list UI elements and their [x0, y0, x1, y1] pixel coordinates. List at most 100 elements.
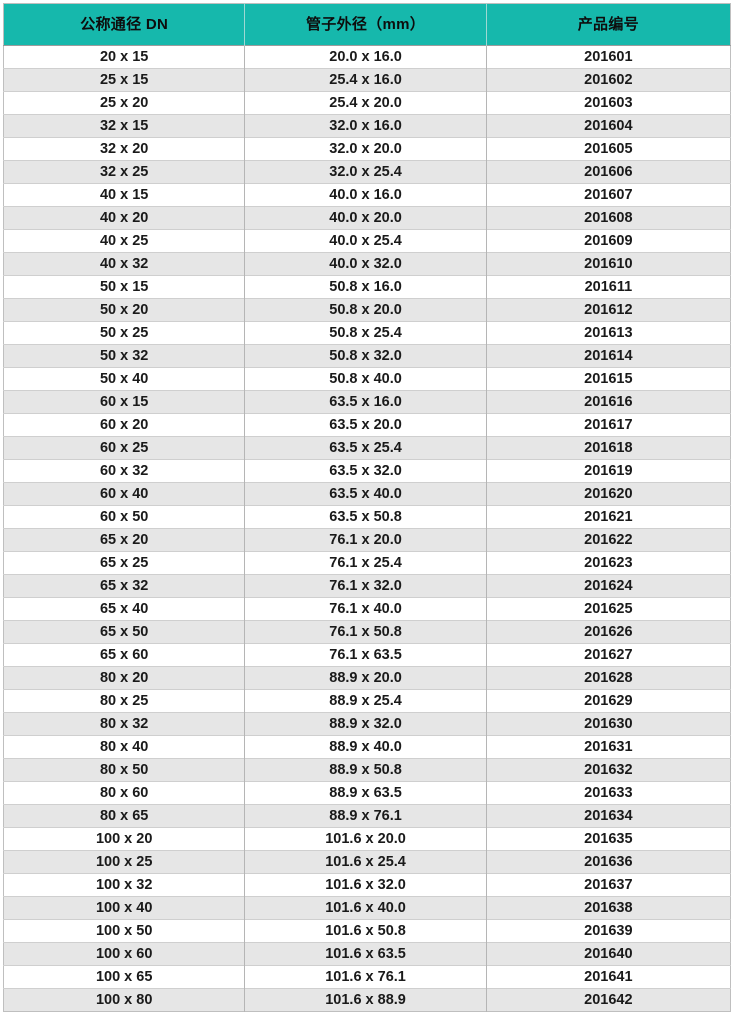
- table-row: 100 x 50 101.6 x 50.8 201639: [3, 919, 731, 943]
- cell-outer-diameter: 32.0 x 16.0: [244, 114, 487, 138]
- cell-product-code: 201625: [486, 597, 731, 621]
- cell-outer-diameter: 40.0 x 25.4: [244, 229, 487, 253]
- cell-outer-diameter: 50.8 x 32.0: [244, 344, 487, 368]
- cell-outer-diameter: 63.5 x 32.0: [244, 459, 487, 483]
- cell-product-code: 201632: [486, 758, 731, 782]
- cell-nominal-diameter: 80 x 40: [3, 735, 246, 759]
- cell-outer-diameter: 63.5 x 50.8: [244, 505, 487, 529]
- cell-outer-diameter: 88.9 x 20.0: [244, 666, 487, 690]
- cell-outer-diameter: 88.9 x 25.4: [244, 689, 487, 713]
- table-row: 50 x 20 50.8 x 20.0 201612: [3, 298, 731, 322]
- table-row: 40 x 15 40.0 x 16.0 201607: [3, 183, 731, 207]
- cell-product-code: 201636: [486, 850, 731, 874]
- cell-nominal-diameter: 25 x 20: [3, 91, 246, 115]
- table-row: 65 x 32 76.1 x 32.0 201624: [3, 574, 731, 598]
- cell-nominal-diameter: 40 x 15: [3, 183, 246, 207]
- cell-nominal-diameter: 60 x 20: [3, 413, 246, 437]
- cell-product-code: 201618: [486, 436, 731, 460]
- table-row: 80 x 60 88.9 x 63.5 201633: [3, 781, 731, 805]
- cell-nominal-diameter: 65 x 60: [3, 643, 246, 667]
- cell-product-code: 201605: [486, 137, 731, 161]
- table-row: 20 x 15 20.0 x 16.0 201601: [3, 45, 731, 69]
- cell-nominal-diameter: 100 x 40: [3, 896, 246, 920]
- cell-outer-diameter: 101.6 x 50.8: [244, 919, 487, 943]
- cell-product-code: 201615: [486, 367, 731, 391]
- cell-product-code: 201628: [486, 666, 731, 690]
- cell-outer-diameter: 101.6 x 40.0: [244, 896, 487, 920]
- cell-outer-diameter: 20.0 x 16.0: [244, 45, 487, 69]
- cell-product-code: 201620: [486, 482, 731, 506]
- cell-outer-diameter: 101.6 x 76.1: [244, 965, 487, 989]
- cell-nominal-diameter: 50 x 15: [3, 275, 246, 299]
- table-row: 40 x 25 40.0 x 25.4 201609: [3, 229, 731, 253]
- cell-product-code: 201641: [486, 965, 731, 989]
- table-row: 100 x 60 101.6 x 63.5 201640: [3, 942, 731, 966]
- cell-product-code: 201603: [486, 91, 731, 115]
- table-row: 40 x 20 40.0 x 20.0 201608: [3, 206, 731, 230]
- cell-outer-diameter: 88.9 x 40.0: [244, 735, 487, 759]
- table-row: 100 x 32 101.6 x 32.0 201637: [3, 873, 731, 897]
- table-row: 60 x 40 63.5 x 40.0 201620: [3, 482, 731, 506]
- cell-outer-diameter: 88.9 x 50.8: [244, 758, 487, 782]
- cell-product-code: 201604: [486, 114, 731, 138]
- table-row: 100 x 20 101.6 x 20.0 201635: [3, 827, 731, 851]
- table-row: 60 x 15 63.5 x 16.0 201616: [3, 390, 731, 414]
- cell-outer-diameter: 101.6 x 20.0: [244, 827, 487, 851]
- cell-outer-diameter: 101.6 x 32.0: [244, 873, 487, 897]
- cell-nominal-diameter: 60 x 25: [3, 436, 246, 460]
- cell-outer-diameter: 101.6 x 88.9: [244, 988, 487, 1012]
- cell-nominal-diameter: 80 x 32: [3, 712, 246, 736]
- table-row: 100 x 40 101.6 x 40.0 201638: [3, 896, 731, 920]
- cell-product-code: 201612: [486, 298, 731, 322]
- column-header-outer-diameter: 管子外径（mm）: [244, 3, 487, 46]
- cell-product-code: 201619: [486, 459, 731, 483]
- cell-product-code: 201634: [486, 804, 731, 828]
- cell-product-code: 201621: [486, 505, 731, 529]
- table-row: 32 x 20 32.0 x 20.0 201605: [3, 137, 731, 161]
- cell-nominal-diameter: 80 x 60: [3, 781, 246, 805]
- spec-table-container: 公称通径 DN 管子外径（mm） 产品编号 20 x 15 20.0 x 16.0…: [3, 3, 731, 1012]
- table-row: 60 x 25 63.5 x 25.4 201618: [3, 436, 731, 460]
- cell-product-code: 201617: [486, 413, 731, 437]
- cell-product-code: 201630: [486, 712, 731, 736]
- table-row: 80 x 65 88.9 x 76.1 201634: [3, 804, 731, 828]
- cell-nominal-diameter: 50 x 32: [3, 344, 246, 368]
- table-row: 50 x 32 50.8 x 32.0 201614: [3, 344, 731, 368]
- header-row: 公称通径 DN 管子外径（mm） 产品编号: [3, 3, 731, 46]
- table-row: 80 x 20 88.9 x 20.0 201628: [3, 666, 731, 690]
- cell-outer-diameter: 88.9 x 63.5: [244, 781, 487, 805]
- cell-product-code: 201624: [486, 574, 731, 598]
- table-row: 65 x 60 76.1 x 63.5 201627: [3, 643, 731, 667]
- cell-outer-diameter: 32.0 x 20.0: [244, 137, 487, 161]
- table-row: 60 x 50 63.5 x 50.8 201621: [3, 505, 731, 529]
- cell-nominal-diameter: 40 x 32: [3, 252, 246, 276]
- table-row: 65 x 50 76.1 x 50.8 201626: [3, 620, 731, 644]
- cell-nominal-diameter: 100 x 32: [3, 873, 246, 897]
- cell-nominal-diameter: 65 x 25: [3, 551, 246, 575]
- cell-nominal-diameter: 60 x 40: [3, 482, 246, 506]
- table-row: 80 x 40 88.9 x 40.0 201631: [3, 735, 731, 759]
- table-row: 65 x 40 76.1 x 40.0 201625: [3, 597, 731, 621]
- table-row: 80 x 25 88.9 x 25.4 201629: [3, 689, 731, 713]
- cell-outer-diameter: 50.8 x 40.0: [244, 367, 487, 391]
- cell-product-code: 201639: [486, 919, 731, 943]
- table-row: 60 x 32 63.5 x 32.0 201619: [3, 459, 731, 483]
- table-row: 25 x 20 25.4 x 20.0 201603: [3, 91, 731, 115]
- cell-outer-diameter: 50.8 x 20.0: [244, 298, 487, 322]
- cell-outer-diameter: 88.9 x 32.0: [244, 712, 487, 736]
- cell-outer-diameter: 76.1 x 40.0: [244, 597, 487, 621]
- cell-nominal-diameter: 100 x 20: [3, 827, 246, 851]
- cell-product-code: 201601: [486, 45, 731, 69]
- column-header-product-code: 产品编号: [486, 3, 731, 46]
- cell-nominal-diameter: 100 x 65: [3, 965, 246, 989]
- cell-nominal-diameter: 40 x 25: [3, 229, 246, 253]
- cell-outer-diameter: 101.6 x 25.4: [244, 850, 487, 874]
- cell-product-code: 201623: [486, 551, 731, 575]
- table-row: 25 x 15 25.4 x 16.0 201602: [3, 68, 731, 92]
- cell-product-code: 201640: [486, 942, 731, 966]
- table-row: 65 x 25 76.1 x 25.4 201623: [3, 551, 731, 575]
- cell-nominal-diameter: 100 x 60: [3, 942, 246, 966]
- table-row: 50 x 25 50.8 x 25.4 201613: [3, 321, 731, 345]
- cell-outer-diameter: 63.5 x 25.4: [244, 436, 487, 460]
- cell-outer-diameter: 63.5 x 40.0: [244, 482, 487, 506]
